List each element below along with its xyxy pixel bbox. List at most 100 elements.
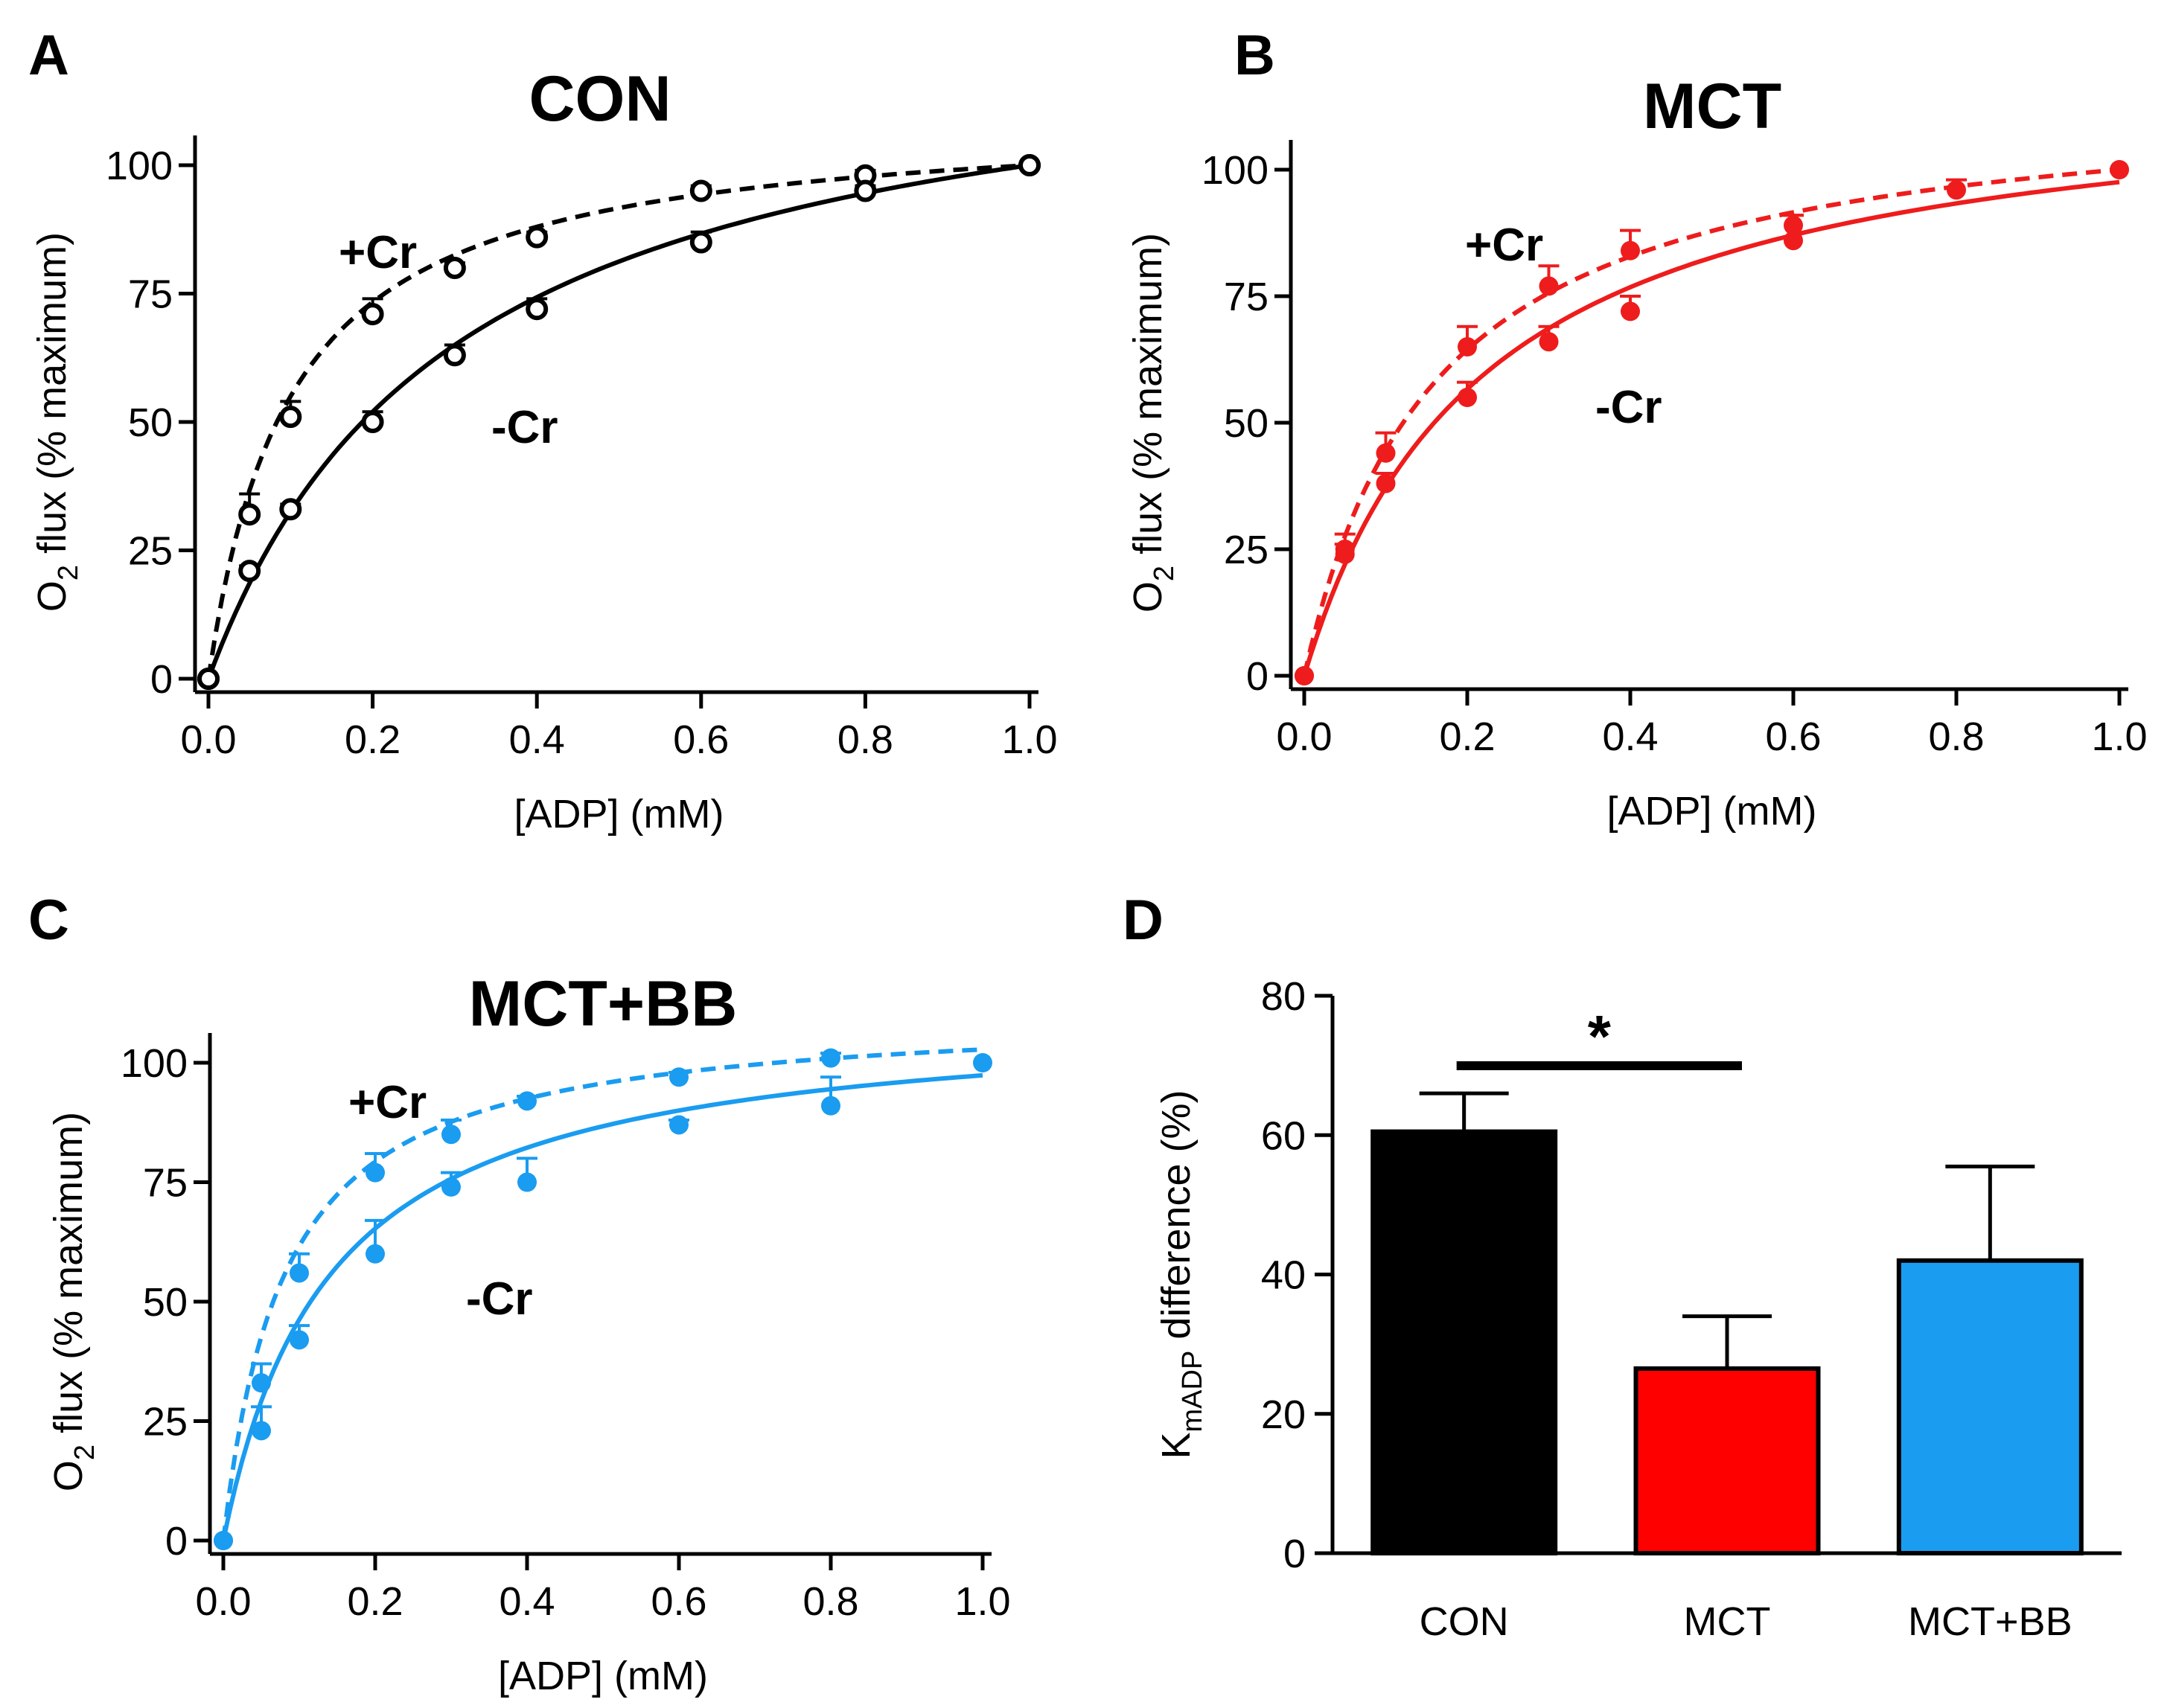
x-axis-label: [ADP] (mM) — [514, 792, 724, 837]
y-tick-label: 25 — [128, 529, 173, 574]
y-tick-label: 25 — [143, 1400, 188, 1445]
x-tick-label: 0.6 — [1765, 714, 1821, 759]
x-tick-label: 0.4 — [509, 717, 565, 762]
y-tick-label: 80 — [1261, 974, 1306, 1019]
x-axis-label: [ADP] (mM) — [1607, 789, 1817, 834]
data-point — [1621, 240, 1640, 260]
bar-mct — [1633, 1366, 1821, 1556]
data-point — [366, 1162, 385, 1183]
y-axis-label-subscript: 2 — [1149, 566, 1180, 581]
chart-title: CON — [529, 63, 671, 135]
data-point — [669, 1115, 689, 1135]
data-point — [1295, 666, 1314, 685]
y-tick-label: 0 — [1283, 1532, 1306, 1576]
x-tick-label: 0.8 — [802, 1579, 858, 1624]
y-tick-label: 75 — [143, 1161, 188, 1206]
x-tick-label: 1.0 — [2091, 714, 2147, 759]
x-tick-label: 0.6 — [673, 717, 729, 762]
y-axis-label-main: O — [1126, 581, 1170, 612]
data-point — [1018, 154, 1041, 176]
data-point — [517, 1091, 537, 1111]
category-label: CON — [1420, 1599, 1509, 1644]
y-tick-label: 40 — [1261, 1253, 1306, 1298]
bar-mct-bb — [1896, 1258, 2084, 1556]
data-point — [290, 1330, 309, 1350]
data-point — [252, 1421, 271, 1441]
x-tick-label: 0.8 — [1928, 714, 1984, 759]
y-axis-label: O2 flux (% maximum) — [1126, 233, 1180, 612]
x-tick-label: 0.0 — [195, 1579, 251, 1624]
panel-letter: C — [28, 889, 69, 952]
data-point — [1947, 180, 1966, 200]
panel-c: C MCT+BB 0 25 50 75 100 0.0 0.2 0.4 0.6 0.8 1.0 [ADP]… — [28, 889, 1011, 1698]
data-point — [1539, 332, 1559, 352]
data-point — [443, 344, 466, 367]
y-axis-label: O2 flux (% maximum) — [30, 232, 84, 612]
data-point — [821, 1096, 840, 1116]
chart-title: MCT+BB — [469, 968, 738, 1040]
data-point — [821, 1048, 840, 1068]
data-point — [279, 498, 302, 521]
data-point — [1458, 337, 1477, 356]
y-axis-label-main: K — [1154, 1432, 1199, 1459]
y-tick-label: 50 — [1224, 401, 1269, 446]
y-tick-label: 0 — [150, 657, 173, 702]
y-tick-label: 0 — [165, 1519, 188, 1564]
data-point — [197, 668, 220, 690]
data-point — [1539, 276, 1559, 296]
data-point — [238, 503, 261, 526]
y-axis-label: KmADP difference (%) — [1154, 1090, 1208, 1459]
series-minus-cr: -Cr — [214, 1053, 992, 1550]
data-point — [279, 406, 302, 429]
data-point — [441, 1177, 461, 1197]
x-tick-label: 1.0 — [954, 1579, 1010, 1624]
y-tick-label: 75 — [1224, 275, 1269, 319]
data-point — [238, 560, 261, 583]
fit-curve — [221, 1047, 983, 1541]
y-tick-label: 100 — [121, 1041, 188, 1086]
x-tick-label: 0.4 — [1602, 714, 1658, 759]
y-axis-label-rest: flux (% maximum) — [30, 232, 74, 565]
curve-label: +Cr — [1465, 220, 1543, 271]
category-label: MCT+BB — [1908, 1599, 2072, 1644]
y-tick-label: 50 — [128, 400, 173, 445]
data-point — [689, 231, 712, 254]
panel-letter: D — [1123, 889, 1164, 952]
y-tick-label: 100 — [1202, 148, 1269, 193]
curve-label: -Cr — [1595, 382, 1662, 433]
data-point — [1376, 443, 1396, 463]
data-point — [361, 303, 384, 326]
y-axis-label-main: O — [30, 580, 74, 612]
data-point — [1335, 544, 1355, 564]
data-point — [1458, 388, 1477, 407]
data-point — [973, 1053, 992, 1072]
bar-con — [1370, 1129, 1558, 1555]
x-tick-label: 0.4 — [499, 1579, 555, 1624]
data-point — [526, 298, 549, 321]
data-point — [361, 411, 384, 433]
x-tick-label: 1.0 — [1001, 717, 1057, 762]
series-plus-cr: +Cr — [214, 1047, 983, 1550]
y-axis-label-rest: flux (% maximum) — [1126, 233, 1170, 566]
data-point — [290, 1263, 309, 1283]
x-axis-label: [ADP] (mM) — [498, 1654, 708, 1698]
data-point — [517, 1172, 537, 1192]
x-tick-label: 0.0 — [1276, 714, 1332, 759]
panel-letter: B — [1234, 24, 1275, 87]
curve-label: -Cr — [466, 1273, 533, 1325]
data-point — [443, 257, 466, 279]
data-point — [2110, 160, 2129, 179]
curve-label: -Cr — [491, 402, 558, 453]
y-tick-label: 20 — [1261, 1392, 1306, 1437]
y-axis-label-subscript: mADP — [1177, 1351, 1208, 1433]
curve-label: +Cr — [339, 227, 417, 278]
x-tick-label: 0.6 — [651, 1579, 706, 1624]
panel-a: A CON 0 25 50 75 100 0.0 0.2 0.4 0.6 0.8 1.0 [ADP] (m… — [28, 24, 1058, 837]
curve-label: +Cr — [348, 1077, 427, 1128]
data-point — [441, 1125, 461, 1145]
series-plus-cr: +Cr — [1295, 160, 2129, 685]
series-plus-cr: +Cr — [197, 154, 1041, 690]
series-minus-cr: -Cr — [197, 154, 1041, 690]
data-point — [669, 1067, 689, 1087]
